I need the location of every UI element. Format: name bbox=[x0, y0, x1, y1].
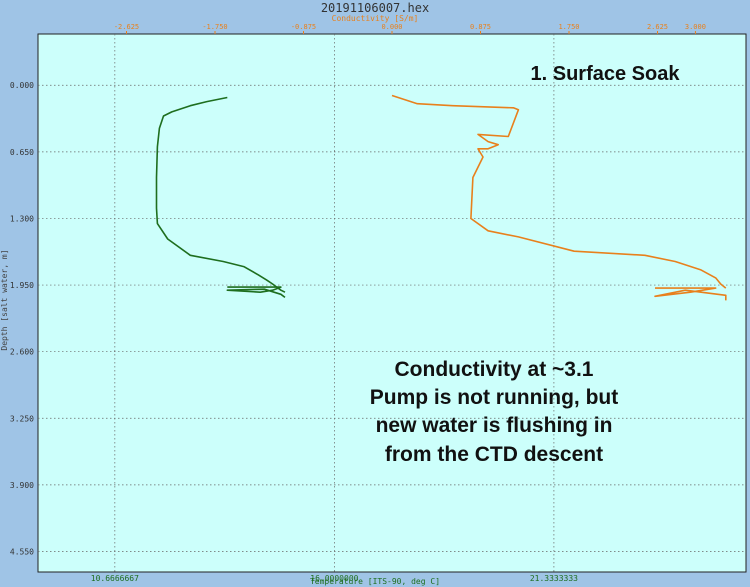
y-tick-label: 0.000 bbox=[10, 81, 34, 90]
annotation-surface-soak: 1. Surface Soak bbox=[531, 63, 681, 85]
annotation-line-4: from the CTD descent bbox=[385, 443, 603, 466]
bottom-tick-label: 16.0000000 bbox=[310, 574, 358, 583]
y-tick-label: 0.650 bbox=[10, 148, 34, 157]
tick-labels: 0.000 0.650 1.300 1.950 2.600 3.250 3.900 4.550… bbox=[10, 23, 706, 583]
plot-area bbox=[37, 33, 747, 573]
y-tick-label: 1.950 bbox=[10, 281, 34, 290]
conductivity-profile-line bbox=[391, 94, 727, 289]
chart-title: 20191106007.hex bbox=[321, 1, 429, 15]
bottom-tick-label: 21.3333333 bbox=[530, 574, 578, 583]
top-tick-label: -2.625 bbox=[114, 23, 139, 31]
y-tick-label: 4.550 bbox=[10, 548, 34, 557]
top-tick-label: 2.625 bbox=[647, 23, 668, 31]
top-tick-label: 3.000 bbox=[685, 23, 706, 31]
temperature-profile-line bbox=[226, 286, 286, 299]
y-tick-label: 2.600 bbox=[10, 348, 34, 357]
y-axis-label: Depth [salt water, m] bbox=[0, 249, 9, 350]
grid-lines bbox=[38, 34, 746, 572]
temperature-profile-line bbox=[155, 96, 286, 293]
annotation-line-3: new water is flushing in bbox=[376, 414, 613, 437]
top-tick-label: 1.750 bbox=[558, 23, 579, 31]
y-tick-label: 3.900 bbox=[10, 481, 34, 490]
annotation-line-1: Conductivity at ~3.1 bbox=[395, 358, 594, 381]
data-series-group bbox=[155, 94, 727, 301]
top-tick-label: 0.875 bbox=[470, 23, 491, 31]
bottom-tick-label: 10.6666667 bbox=[91, 574, 139, 583]
top-tick-label: -1.750 bbox=[202, 23, 227, 31]
top-axis-label: Conductivity [S/m] bbox=[332, 14, 419, 23]
y-tick-label: 3.250 bbox=[10, 414, 34, 423]
annotation-line-2: Pump is not running, but bbox=[370, 386, 618, 409]
y-tick-label: 1.300 bbox=[10, 214, 34, 223]
top-tick-label: -0.875 bbox=[291, 23, 316, 31]
bottom-axis-label: Temperature [ITS-90, deg C] bbox=[310, 577, 440, 586]
conductivity-profile-line bbox=[654, 287, 727, 301]
top-tick-label: 0.000 bbox=[381, 23, 402, 31]
